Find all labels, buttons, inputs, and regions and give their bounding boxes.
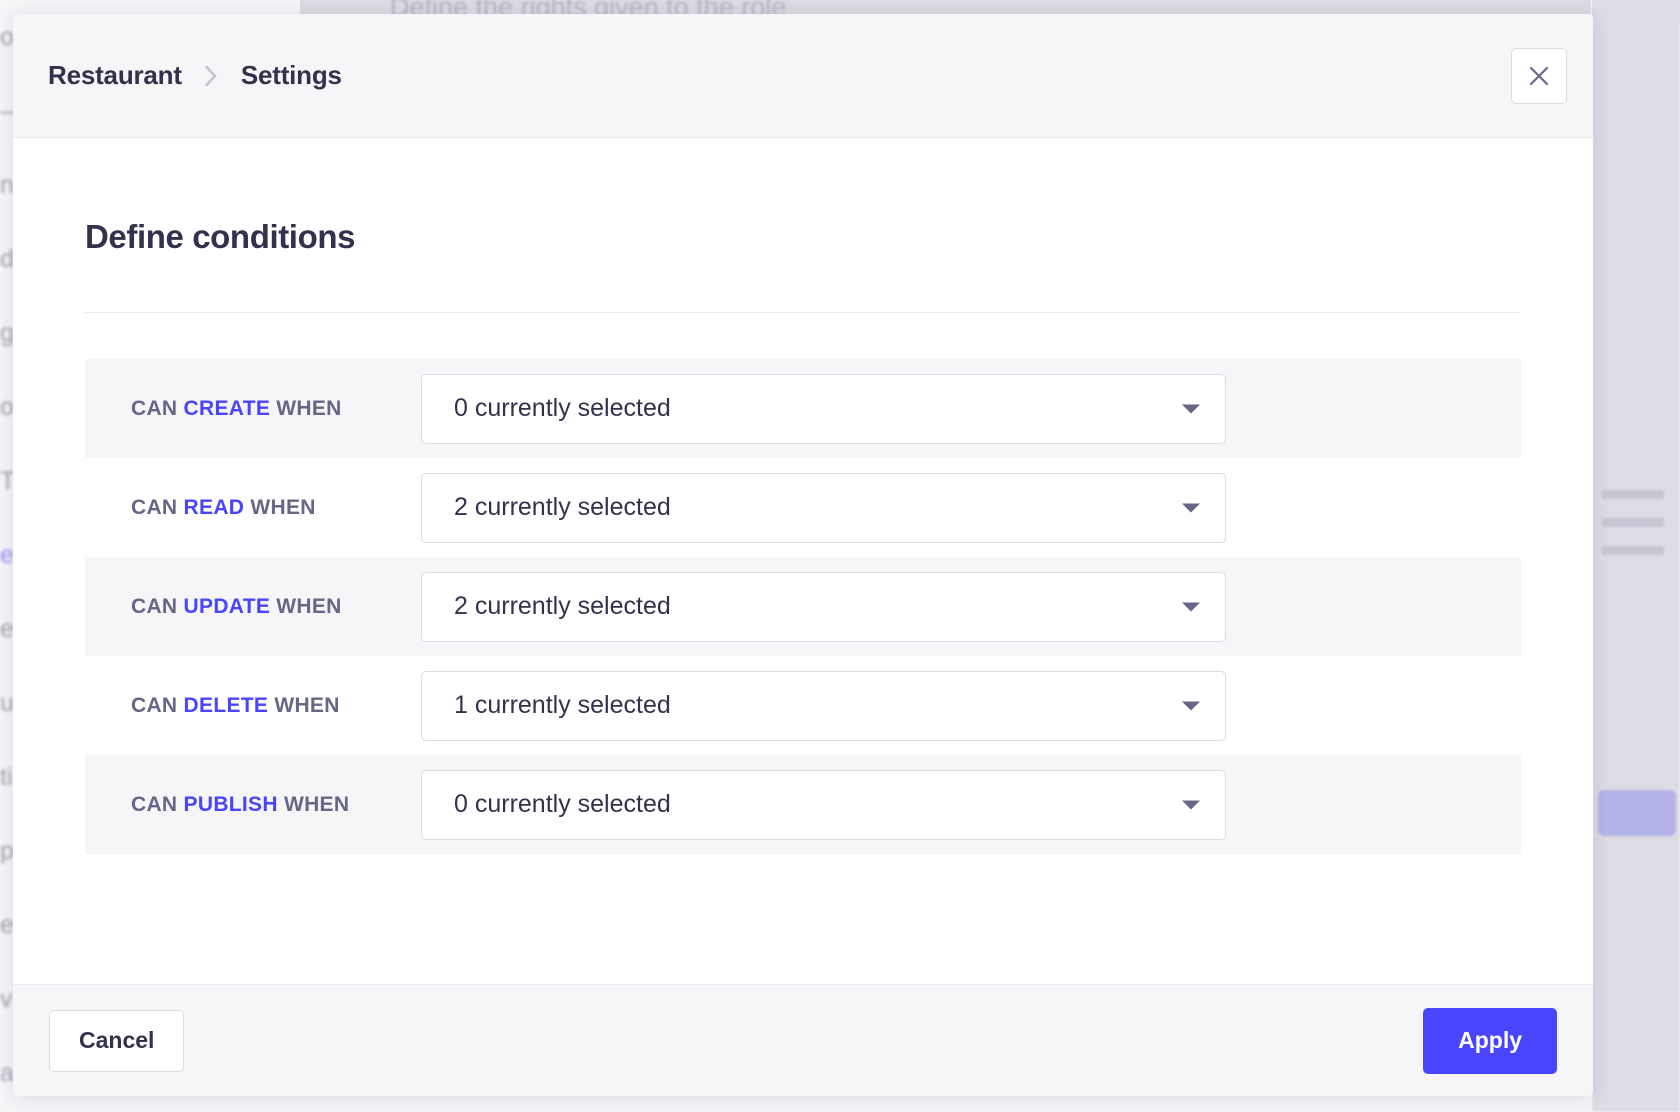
modal-footer: Cancel Apply [13, 984, 1593, 1096]
condition-select-update[interactable]: 2 currently selected [421, 571, 1226, 642]
section-title: Define conditions [85, 218, 356, 255]
condition-action-delete: DELETE [183, 693, 269, 717]
condition-label-update: CAN UPDATE WHEN [131, 595, 421, 619]
close-icon [1527, 64, 1551, 88]
condition-can-text: CAN [131, 693, 178, 717]
condition-when-text: WHEN [250, 495, 316, 519]
breadcrumb: Restaurant Settings [48, 60, 1511, 91]
cancel-button[interactable]: Cancel [49, 1009, 185, 1072]
conditions-list: CAN CREATE WHEN 0 currently selected CAN… [85, 359, 1521, 854]
condition-label-read: CAN READ WHEN [131, 496, 421, 520]
condition-when-text: WHEN [276, 594, 342, 618]
condition-row-read: CAN READ WHEN 2 currently selected [85, 458, 1521, 557]
condition-can-text: CAN [131, 792, 178, 816]
condition-action-publish: PUBLISH [183, 792, 278, 816]
condition-row-publish: CAN PUBLISH WHEN 0 currently selected [85, 755, 1521, 854]
define-conditions-modal: Restaurant Settings Define conditions [13, 14, 1593, 1096]
modal-header: Restaurant Settings [13, 14, 1593, 138]
condition-action-read: READ [183, 495, 245, 519]
condition-label-delete: CAN DELETE WHEN [131, 694, 421, 718]
condition-select-wrapper-delete: 1 currently selected [421, 670, 1226, 741]
condition-row-update: CAN UPDATE WHEN 2 currently selected [85, 557, 1521, 656]
condition-select-delete[interactable]: 1 currently selected [421, 670, 1226, 741]
breadcrumb-item-settings[interactable]: Settings [240, 60, 342, 90]
condition-row-create: CAN CREATE WHEN 0 currently selected [85, 359, 1521, 458]
condition-select-wrapper-update: 2 currently selected [421, 571, 1226, 642]
apply-button[interactable]: Apply [1423, 1007, 1557, 1074]
condition-select-wrapper-read: 2 currently selected [421, 472, 1226, 543]
close-button[interactable] [1511, 47, 1567, 104]
condition-select-wrapper-create: 0 currently selected [421, 373, 1226, 444]
condition-label-publish: CAN PUBLISH WHEN [131, 793, 421, 817]
condition-action-update: UPDATE [183, 594, 271, 618]
condition-can-text: CAN [131, 396, 178, 420]
condition-when-text: WHEN [274, 693, 340, 717]
condition-select-publish[interactable]: 0 currently selected [421, 769, 1226, 840]
condition-select-wrapper-publish: 0 currently selected [421, 769, 1226, 840]
condition-when-text: WHEN [276, 396, 342, 420]
condition-when-text: WHEN [283, 792, 350, 816]
condition-can-text: CAN [131, 594, 178, 618]
modal-body: Define conditions CAN CREATE WHEN 0 curr… [13, 138, 1593, 984]
chevron-right-icon [204, 65, 219, 87]
condition-select-create[interactable]: 0 currently selected [421, 373, 1226, 444]
condition-can-text: CAN [131, 495, 178, 519]
condition-row-delete: CAN DELETE WHEN 1 currently selected [85, 656, 1521, 755]
condition-label-create: CAN CREATE WHEN [131, 397, 421, 421]
breadcrumb-item-restaurant[interactable]: Restaurant [48, 60, 182, 90]
backdrop-right-panel [1592, 0, 1680, 1112]
condition-action-create: CREATE [183, 396, 271, 420]
condition-select-read[interactable]: 2 currently selected [421, 472, 1226, 543]
section-divider [85, 312, 1521, 313]
